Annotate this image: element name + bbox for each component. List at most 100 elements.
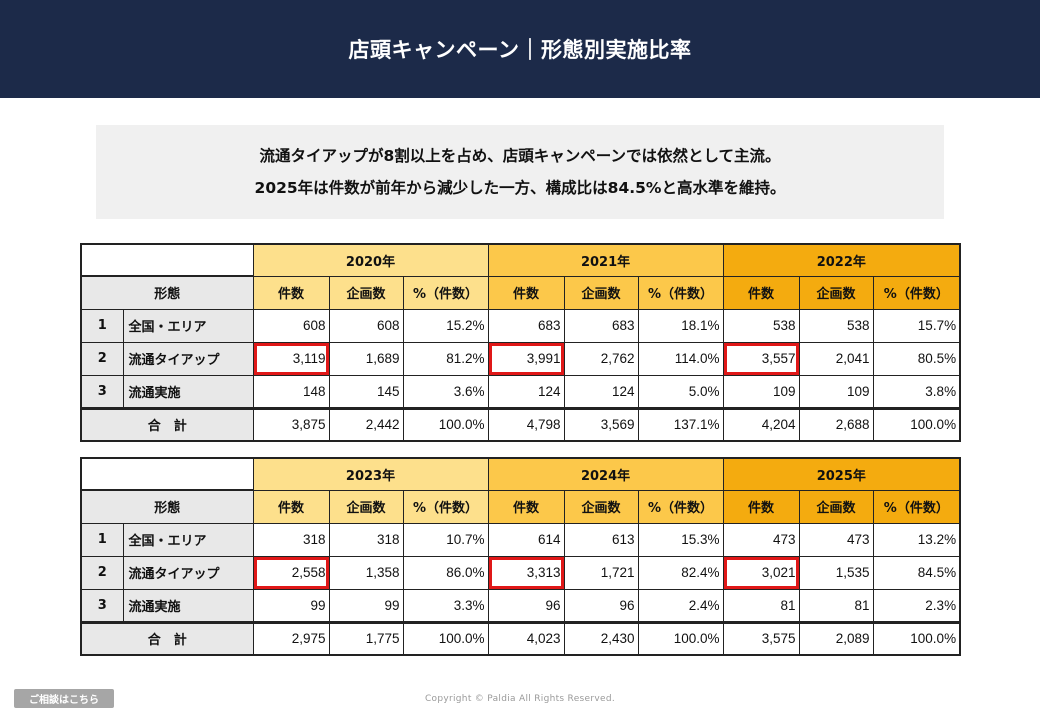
cell-value: 81 xyxy=(798,588,874,623)
cell-value: 3.3% xyxy=(402,588,489,623)
highlighted-cell-value: 3,021 xyxy=(722,555,800,590)
col-header-count: 件数 xyxy=(252,489,330,524)
col-header-plans: 企画数 xyxy=(563,489,639,524)
row-number: 1 xyxy=(80,308,124,343)
cell-value: 2.4% xyxy=(637,588,724,623)
cell-value: 2,762 xyxy=(563,341,639,376)
total-value: 100.0% xyxy=(872,406,961,442)
cell-value: 613 xyxy=(563,522,639,557)
col-header-count: 件数 xyxy=(722,275,800,310)
col-header-plans: 企画数 xyxy=(328,275,404,310)
cell-value: 15.7% xyxy=(872,308,961,343)
copyright-text: Copyright © Paldia All Rights Reserved. xyxy=(424,694,616,704)
year-header-row: 2020年 2021年 2022年 xyxy=(81,243,961,277)
col-header-plans: 企画数 xyxy=(563,275,639,310)
row-label: 全国・エリア xyxy=(122,308,254,343)
total-value: 100.0% xyxy=(872,620,961,656)
row-number: 2 xyxy=(80,555,124,590)
cell-value: 538 xyxy=(798,308,874,343)
header-blank xyxy=(81,458,253,491)
table-row: 2 流通タイアップ 2,558 1,358 86.0% 3,313 1,721 … xyxy=(80,555,961,590)
cell-value: 1,358 xyxy=(328,555,404,590)
total-row: 合 計 2,975 1,775 100.0% 4,023 2,430 100.0… xyxy=(80,620,961,656)
row-header-label: 形態 xyxy=(80,275,254,310)
cell-value: 109 xyxy=(722,374,800,409)
cell-value: 81 xyxy=(722,588,800,623)
total-value: 3,569 xyxy=(563,406,639,442)
cell-value: 3.8% xyxy=(872,374,961,409)
stats-table-2: 2023年 2024年 2025年 形態 件数 企画数 %（件数） 件数 企画数… xyxy=(80,457,962,656)
total-value: 100.0% xyxy=(402,620,489,656)
col-header-plans: 企画数 xyxy=(798,275,874,310)
page-title: 店頭キャンペーン｜形態別実施比率 xyxy=(348,38,692,62)
cell-value: 114.0% xyxy=(637,341,724,376)
total-value: 4,798 xyxy=(487,406,565,442)
row-number: 3 xyxy=(80,374,124,409)
cell-value: 82.4% xyxy=(637,555,724,590)
cell-value: 473 xyxy=(722,522,800,557)
col-header-percent: %（件数） xyxy=(637,489,724,524)
cell-value: 84.5% xyxy=(872,555,961,590)
col-header-count: 件数 xyxy=(252,275,330,310)
table-row: 3 流通実施 148 145 3.6% 124 124 5.0% 109 109… xyxy=(80,374,961,409)
cell-value: 3.6% xyxy=(402,374,489,409)
cell-value: 145 xyxy=(328,374,404,409)
total-row: 合 計 3,875 2,442 100.0% 4,798 3,569 137.1… xyxy=(80,406,961,442)
cell-value: 683 xyxy=(563,308,639,343)
summary-line-1: 流通タイアップが8割以上を占め、店頭キャンペーンでは依然として主流。 xyxy=(259,147,781,165)
cell-value: 2.3% xyxy=(872,588,961,623)
table-row: 1 全国・エリア 608 608 15.2% 683 683 18.1% 538… xyxy=(80,308,961,343)
cell-value: 473 xyxy=(798,522,874,557)
cell-value: 538 xyxy=(722,308,800,343)
row-number: 2 xyxy=(80,341,124,376)
consult-button[interactable]: ご相談はこちら xyxy=(14,689,114,708)
cell-value: 5.0% xyxy=(637,374,724,409)
year-header-row: 2023年 2024年 2025年 xyxy=(81,457,961,491)
highlighted-cell-value: 3,313 xyxy=(487,555,565,590)
summary-box: 流通タイアップが8割以上を占め、店頭キャンペーンでは依然として主流。 2025年… xyxy=(96,125,944,219)
cell-value: 683 xyxy=(487,308,565,343)
cell-value: 1,721 xyxy=(563,555,639,590)
cell-value: 614 xyxy=(487,522,565,557)
total-value: 4,204 xyxy=(722,406,800,442)
col-header-count: 件数 xyxy=(487,489,565,524)
cell-value: 99 xyxy=(252,588,330,623)
highlighted-cell-value: 3,119 xyxy=(252,341,330,376)
year-header: 2025年 xyxy=(722,457,961,491)
cell-value: 96 xyxy=(563,588,639,623)
year-header: 2023年 xyxy=(252,457,489,491)
cell-value: 81.2% xyxy=(402,341,489,376)
total-value: 2,089 xyxy=(798,620,874,656)
table-row: 2 流通タイアップ 3,119 1,689 81.2% 3,991 2,762 … xyxy=(80,341,961,376)
cell-value: 2,041 xyxy=(798,341,874,376)
cell-value: 80.5% xyxy=(872,341,961,376)
col-header-plans: 企画数 xyxy=(328,489,404,524)
highlighted-cell-value: 3,557 xyxy=(722,341,800,376)
cell-value: 318 xyxy=(252,522,330,557)
highlighted-cell-value: 2,558 xyxy=(252,555,330,590)
row-number: 3 xyxy=(80,588,124,623)
total-value: 2,688 xyxy=(798,406,874,442)
col-header-count: 件数 xyxy=(487,275,565,310)
row-label: 流通タイアップ xyxy=(122,341,254,376)
row-number: 1 xyxy=(80,522,124,557)
total-value: 3,875 xyxy=(252,406,330,442)
total-value: 4,023 xyxy=(487,620,565,656)
highlighted-cell-value: 3,991 xyxy=(487,341,565,376)
col-header-percent: %（件数） xyxy=(872,275,961,310)
total-value: 137.1% xyxy=(637,406,724,442)
row-label: 全国・エリア xyxy=(122,522,254,557)
cell-value: 99 xyxy=(328,588,404,623)
cell-value: 15.3% xyxy=(637,522,724,557)
col-header-percent: %（件数） xyxy=(872,489,961,524)
total-value: 100.0% xyxy=(637,620,724,656)
total-label: 合 計 xyxy=(80,406,254,442)
row-label: 流通実施 xyxy=(122,374,254,409)
total-value: 2,975 xyxy=(252,620,330,656)
stats-table-1: 2020年 2021年 2022年 形態 件数 企画数 %（件数） 件数 企画数… xyxy=(80,243,962,442)
header-blank xyxy=(81,244,253,277)
column-header-row: 形態 件数 企画数 %（件数） 件数 企画数 %（件数） 件数 企画数 %（件数… xyxy=(80,489,961,524)
cell-value: 124 xyxy=(487,374,565,409)
cell-value: 608 xyxy=(328,308,404,343)
table-row: 1 全国・エリア 318 318 10.7% 614 613 15.3% 473… xyxy=(80,522,961,557)
